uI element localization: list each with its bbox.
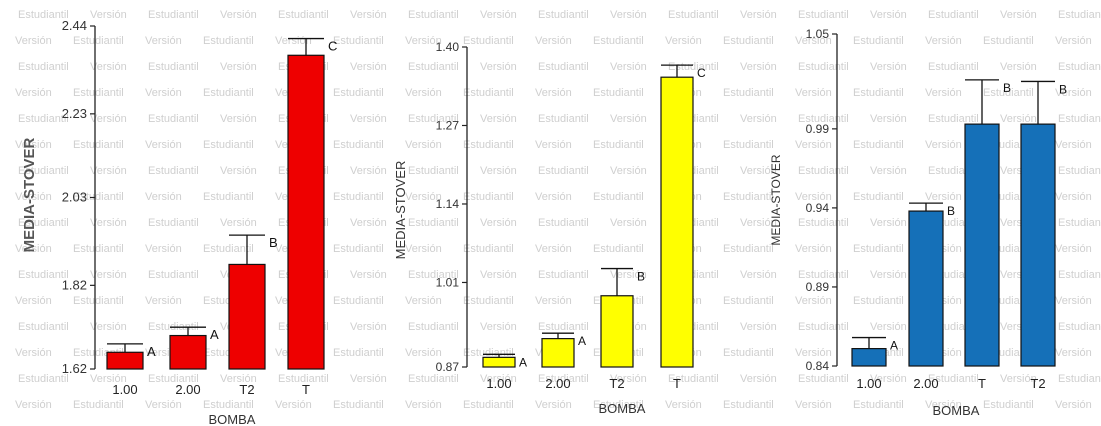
group-letter-T: C [328, 39, 337, 54]
bar-T [660, 76, 694, 368]
group-letter-T2: B [269, 235, 278, 250]
group-letter-2.00: B [947, 204, 955, 218]
y-tick-label: 1.40 [436, 40, 460, 54]
x-tick-label: T [978, 376, 986, 391]
x-tick-label: 2.00 [913, 376, 938, 391]
x-axis-label: BOMBA [209, 412, 256, 426]
y-tick-label: 1.05 [806, 27, 830, 41]
group-letter-T2: B [1059, 82, 1067, 96]
x-tick-label: T2 [609, 376, 624, 391]
bar-T [964, 123, 1000, 367]
y-tick-label: 0.99 [806, 122, 830, 136]
group-letter-2.00: A [578, 334, 586, 348]
bar-T [287, 54, 325, 370]
y-axis-ticks: 0.87 1.01 1.14 1.27 1.40 [436, 40, 468, 374]
x-tick-label: 1.00 [486, 376, 511, 391]
group-letter-2.00: A [210, 327, 219, 342]
x-tick-label: T2 [239, 382, 254, 397]
bar-2.00 [169, 334, 207, 370]
y-tick-label: 1.27 [436, 118, 460, 132]
x-tick-label: 2.00 [175, 382, 200, 397]
y-tick-label: 2.44 [62, 18, 87, 33]
x-tick-label: 1.00 [856, 376, 881, 391]
y-axis-label: MEDIA-STOVER [393, 161, 408, 260]
x-tick-label: T2 [1030, 376, 1045, 391]
group-letter-1.00: A [890, 339, 898, 353]
y-axis-ticks: 1.62 1.82 2.03 2.23 2.44 [62, 18, 96, 376]
bars: A 1.00 A 2.00 B T2 C T [482, 64, 706, 391]
x-tick-label: 2.00 [545, 376, 570, 391]
group-letter-1.00: A [147, 344, 156, 359]
x-axis-label: BOMBA [933, 403, 980, 418]
y-tick-label: 1.82 [62, 277, 87, 292]
bar-1.00 [106, 351, 144, 370]
group-letter-T: B [1003, 81, 1011, 95]
y-tick-label: 0.87 [436, 360, 460, 374]
x-tick-label: 1.00 [112, 382, 137, 397]
bar-1.00 [482, 356, 516, 368]
bar-T2 [1020, 123, 1056, 367]
y-axis-ticks: 0.84 0.89 0.94 0.99 1.05 [806, 27, 838, 373]
x-axis-label: BOMBA [599, 401, 646, 416]
bar-T2 [228, 263, 266, 370]
group-letter-T2: B [637, 270, 645, 284]
bars: A 1.00 A 2.00 B T2 C T [106, 37, 337, 397]
y-tick-label: 2.03 [62, 190, 87, 205]
y-tick-label: 1.62 [62, 361, 87, 376]
x-tick-label: T [302, 382, 310, 397]
y-tick-label: 2.23 [62, 106, 87, 121]
x-tick-label: T [673, 376, 681, 391]
y-tick-label: 1.01 [436, 275, 460, 289]
group-letter-T: C [697, 66, 706, 80]
bars: A 1.00 B 2.00 B T B T2 [851, 79, 1067, 391]
bar-2.00 [908, 210, 944, 367]
group-letter-1.00: A [519, 355, 527, 369]
bar-T2 [600, 295, 634, 368]
y-tick-label: 1.14 [436, 197, 460, 211]
bar-chart-red: MEDIA-STOVER 1.621.822.032.232.44 A1.00A… [21, 18, 337, 426]
y-tick-label: 0.89 [806, 280, 830, 294]
y-tick-label: 0.84 [806, 359, 830, 373]
y-axis-label: MEDIA-STOVER [21, 137, 38, 252]
y-axis-label: MEDIA-STOVER [769, 154, 783, 245]
y-tick-label: 0.94 [806, 201, 830, 215]
bar-chart-blue: MEDIA-STOVER 0.84 0.89 0.94 0.99 1.05 A 1.00 B… [769, 27, 1067, 418]
bar-chart-yellow: MEDIA-STOVER 0.871.011.141.271.40 A1.00A… [393, 40, 706, 416]
bar-2.00 [541, 338, 575, 368]
bar-1.00 [851, 348, 887, 367]
